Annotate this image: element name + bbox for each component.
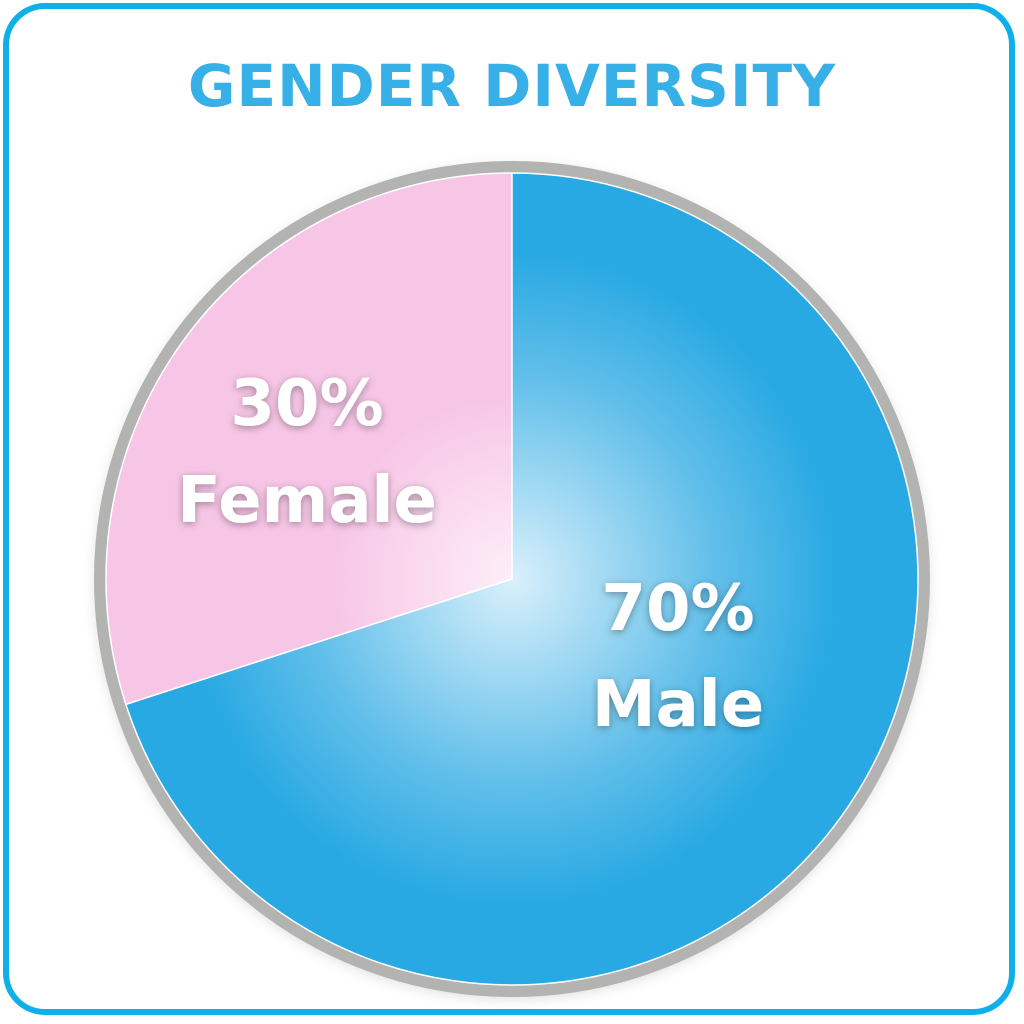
pie-slice-male [124, 172, 919, 986]
female-value-label: 30% [230, 367, 383, 441]
pie-slice-female [105, 172, 513, 706]
pie-ring [94, 161, 930, 997]
female-name-label: Female [177, 464, 437, 538]
male-name-label: Male [592, 668, 764, 742]
male-value-label: 70% [601, 572, 754, 646]
chart-title: GENDER DIVERSITY [187, 52, 837, 120]
chart-frame [3, 3, 1015, 1015]
